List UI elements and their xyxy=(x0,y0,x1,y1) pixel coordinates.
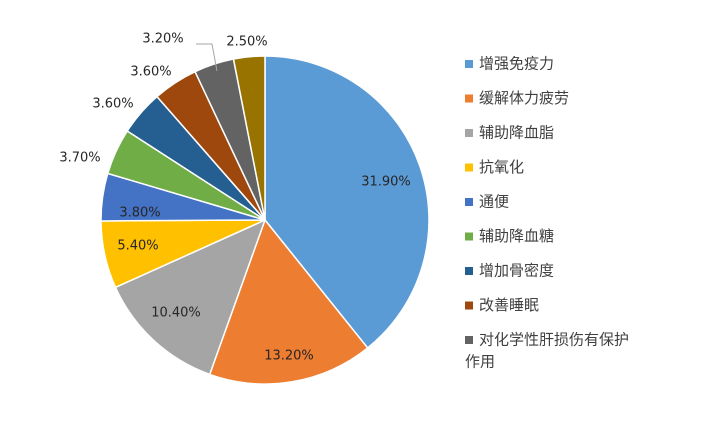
legend-swatch xyxy=(465,301,473,310)
pie-slice xyxy=(232,55,266,221)
pie-slice xyxy=(114,218,267,376)
data-label: 5.40% xyxy=(117,239,158,254)
legend-label: 缓解体力疲劳 xyxy=(479,89,569,107)
data-label: 3.60% xyxy=(130,65,171,80)
legend-swatch xyxy=(465,232,473,241)
leader-lines xyxy=(196,43,218,72)
legend-swatch xyxy=(465,129,473,137)
data-label: 3.20% xyxy=(142,32,183,47)
legend-swatch xyxy=(465,198,473,206)
legend-label: 增强免疫力 xyxy=(479,55,554,73)
legend-swatch xyxy=(465,163,473,172)
data-label: 31.90% xyxy=(361,175,411,190)
data-label: 10.40% xyxy=(151,306,201,321)
legend-label: 辅助降血脂 xyxy=(479,124,554,142)
pie-slice xyxy=(264,55,430,349)
data-label: 3.60% xyxy=(92,97,133,112)
legend-swatch xyxy=(465,94,473,103)
legend-swatch xyxy=(465,336,473,344)
data-label: 3.80% xyxy=(119,206,160,221)
legend-label: 辅助降血糖 xyxy=(479,227,554,245)
legend-label: 改善睡眠 xyxy=(479,296,539,314)
legend-label: 对化学性肝损伤有保护 xyxy=(479,331,629,349)
data-label: 13.20% xyxy=(264,349,314,364)
data-labels: 31.90% 13.20% 10.40% 5.40% 3.80% 3.70% 3.60% 3.… xyxy=(59,32,410,364)
pie-slices xyxy=(100,55,430,385)
legend-label: 作用 xyxy=(465,353,495,371)
data-label: 3.70% xyxy=(59,151,100,166)
legend: 增强免疫力缓解体力疲劳辅助降血脂抗氧化通便辅助降血糖增加骨密度改善睡眠对化学性肝… xyxy=(465,55,629,371)
data-label: 2.50% xyxy=(226,35,267,50)
legend-label: 通便 xyxy=(479,193,509,211)
legend-label: 抗氧化 xyxy=(479,158,524,176)
pie-slice xyxy=(208,218,369,385)
legend-swatch xyxy=(465,60,473,68)
legend-label: 增加骨密度 xyxy=(479,262,554,280)
leader-line xyxy=(196,43,218,72)
legend-swatch xyxy=(465,267,473,275)
